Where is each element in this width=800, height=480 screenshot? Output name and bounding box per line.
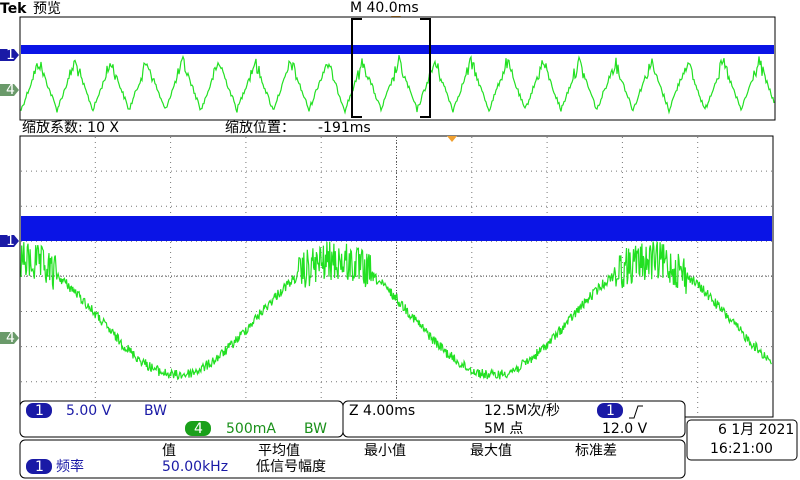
zoom-bracket (351, 18, 431, 118)
zoom-position: -191ms (318, 120, 371, 136)
ch1-trace (21, 216, 772, 241)
ch1-bw: BW (144, 403, 167, 419)
ch1-number: 1 (35, 403, 44, 419)
ch1-badge (26, 403, 52, 418)
measure-header: 平均值 (258, 443, 300, 459)
measure-value: 50.00kHz (162, 459, 228, 475)
measurement-headers: 值 平均值 最小值 最大值 标准差 (162, 443, 617, 459)
grid (21, 137, 772, 416)
measure-name: 频率 (56, 458, 84, 475)
brand: Tek (0, 1, 27, 17)
ch4-number: 4 (194, 421, 203, 437)
trigger-channel: 1 (606, 403, 615, 419)
ch4-badge (185, 421, 211, 436)
measure-header: 最大值 (470, 443, 512, 459)
zoom-scale: Z 4.00ms (349, 403, 415, 419)
timebase: M 40.0ms (350, 0, 419, 16)
measure-channel: 1 (35, 459, 44, 475)
trigger-level: 12.0 V (602, 421, 648, 437)
ch4-bw: BW (304, 421, 327, 437)
ch4-marker-label: 4 (6, 82, 15, 98)
measure-channel-badge (26, 459, 52, 474)
ch1-marker: 1 (0, 47, 19, 63)
ch1-marker-zoom-label: 1 (6, 233, 15, 249)
measure-header: 值 (162, 443, 176, 459)
measure-header: 最小值 (364, 443, 406, 459)
sample-rate: 12.5M次/秒 (484, 403, 560, 419)
trigger-slope (629, 405, 643, 419)
ch1-marker-zoom: 1 (0, 233, 19, 249)
zoom-position-label: 缩放位置： (225, 120, 295, 136)
ch4-trace (20, 241, 772, 381)
mode: 预览 (33, 1, 61, 17)
trigger-channel-badge (597, 403, 623, 418)
ch4-marker-zoom-label: 4 (6, 330, 15, 346)
ch4-scale: 500mA (226, 421, 276, 437)
ch1-marker-label: 1 (6, 47, 15, 63)
measure-header: 标准差 (575, 443, 617, 459)
ch1-trace-overview (21, 45, 774, 54)
time: 16:21:00 (710, 441, 773, 457)
ch1-scale: 5.00 V (66, 403, 112, 419)
record-length: 5M 点 (484, 421, 523, 437)
ch4-trace-overview (20, 54, 775, 115)
zoom-factor: 缩放系数: 10 X (22, 120, 119, 136)
ch4-marker: 4 (0, 82, 19, 98)
measurement-panel (19, 439, 686, 479)
datetime-panel (686, 419, 798, 461)
measure-note: 低信号幅度 (256, 459, 326, 475)
ch4-marker-zoom: 4 (0, 330, 19, 346)
date: 6 1月 2021 (718, 422, 794, 438)
trigger-position-zoom (447, 136, 457, 142)
